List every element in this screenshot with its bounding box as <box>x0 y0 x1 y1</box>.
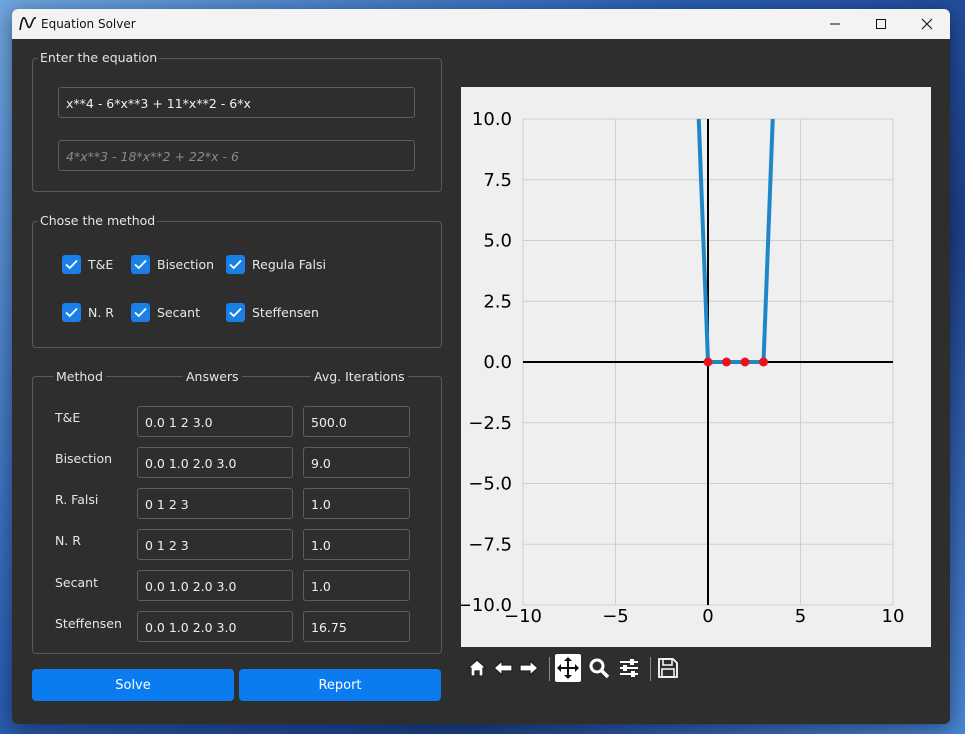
y-tick-label: 5.0 <box>483 231 512 252</box>
x-tick-label: 10 <box>882 606 905 627</box>
y-tick-label: −10.0 <box>461 595 512 616</box>
root-point <box>703 357 713 367</box>
row-label-bisection: Bisection <box>55 451 113 466</box>
checkbox-label: T&E <box>88 257 114 272</box>
results-group: Method Answers Avg. Iterations T&E 0.0 1… <box>32 369 442 654</box>
row-label-te: T&E <box>55 410 81 425</box>
y-tick-label: 0.0 <box>483 352 512 373</box>
pan-icon[interactable] <box>555 654 581 682</box>
checkbox-checked-icon <box>62 303 81 322</box>
answers-field-secant[interactable]: 0.0 1.0 2.0 3.0 <box>137 570 293 601</box>
function-curve <box>696 118 775 364</box>
y-tick-label: −7.5 <box>468 534 512 555</box>
window-title: Equation Solver <box>41 17 136 31</box>
x-tick-label: −5 <box>602 606 629 627</box>
row-label-regula-falsi: R. Falsi <box>55 492 99 507</box>
iterations-field-regula-falsi[interactable]: 1.0 <box>303 488 410 519</box>
equation-group-legend: Enter the equation <box>38 50 160 65</box>
plot-area[interactable]: −10 −5 0 5 10 10.0 7.5 5.0 2.5 0.0 −2.5 −5.0 −7.5 −10… <box>457 87 931 647</box>
derivative-input[interactable]: 4*x**3 - 18*x**2 + 22*x - 6 <box>58 140 415 171</box>
y-tick-label: 7.5 <box>483 170 512 191</box>
iterations-field-nr[interactable]: 1.0 <box>303 529 410 560</box>
x-tick-label: 0 <box>702 606 713 627</box>
iterations-field-te[interactable]: 500.0 <box>303 406 410 437</box>
report-button[interactable]: Report <box>239 669 441 701</box>
iterations-field-steffensen[interactable]: 16.75 <box>303 611 410 642</box>
configure-icon[interactable] <box>616 654 642 682</box>
back-icon[interactable] <box>490 654 516 682</box>
checkbox-label: Regula Falsi <box>252 257 326 272</box>
checkbox-label: Bisection <box>157 257 215 272</box>
iterations-field-secant[interactable]: 1.0 <box>303 570 410 601</box>
x-tick-label: 5 <box>795 606 806 627</box>
answers-field-te[interactable]: 0.0 1 2 3.0 <box>137 406 293 437</box>
checkbox-checked-icon <box>131 255 150 274</box>
app-icon <box>19 16 37 31</box>
method-group-legend: Chose the method <box>38 213 158 228</box>
header-iterations: Avg. Iterations <box>311 369 408 384</box>
checkbox-regula-falsi[interactable]: Regula Falsi <box>226 255 326 274</box>
app-window: Equation Solver Enter the equation x**4 … <box>12 9 950 724</box>
root-point <box>759 357 768 367</box>
equation-group: Enter the equation x**4 - 6*x**3 + 11*x*… <box>32 50 442 192</box>
x-tick-label: −10 <box>504 606 542 627</box>
y-tick-label: 2.5 <box>483 291 512 312</box>
row-label-nr: N. R <box>55 533 81 548</box>
checkbox-checked-icon <box>62 255 81 274</box>
maximize-button[interactable] <box>858 9 904 39</box>
toolbar-separator <box>650 657 651 681</box>
answers-field-regula-falsi[interactable]: 0 1 2 3 <box>137 488 293 519</box>
checkbox-checked-icon <box>226 255 245 274</box>
title-bar: Equation Solver <box>12 9 950 39</box>
answers-field-bisection[interactable]: 0.0 1.0 2.0 3.0 <box>137 447 293 478</box>
checkbox-label: Secant <box>157 305 200 320</box>
checkbox-checked-icon <box>131 303 150 322</box>
home-icon[interactable] <box>464 654 490 682</box>
solve-button[interactable]: Solve <box>32 669 234 701</box>
checkbox-label: N. R <box>88 305 114 320</box>
forward-icon[interactable] <box>516 654 542 682</box>
row-label-steffensen: Steffensen <box>55 616 122 631</box>
checkbox-checked-icon <box>226 303 245 322</box>
equation-input[interactable]: x**4 - 6*x**3 + 11*x**2 - 6*x <box>58 87 415 118</box>
checkbox-secant[interactable]: Secant <box>131 303 200 322</box>
toolbar-separator <box>549 657 550 681</box>
y-tick-label: 10.0 <box>472 109 512 130</box>
y-tick-label: −5.0 <box>468 474 512 495</box>
zoom-icon[interactable] <box>586 654 612 682</box>
save-icon[interactable] <box>655 654 681 682</box>
root-point <box>722 357 731 367</box>
iterations-field-bisection[interactable]: 9.0 <box>303 447 410 478</box>
header-method: Method <box>53 369 106 384</box>
checkbox-te[interactable]: T&E <box>62 255 113 274</box>
y-tick-label: −2.5 <box>468 413 512 434</box>
answers-field-steffensen[interactable]: 0.0 1.0 2.0 3.0 <box>137 611 293 642</box>
checkbox-steffensen[interactable]: Steffensen <box>226 303 319 322</box>
header-answers: Answers <box>183 369 242 384</box>
function-plot: −10 −5 0 5 10 10.0 7.5 5.0 2.5 0.0 −2.5 −5.0 −7.5 −10… <box>457 109 905 627</box>
checkbox-label: Steffensen <box>252 305 319 320</box>
row-label-secant: Secant <box>55 575 98 590</box>
checkbox-bisection[interactable]: Bisection <box>131 255 214 274</box>
checkbox-nr[interactable]: N. R <box>62 303 114 322</box>
answers-field-nr[interactable]: 0 1 2 3 <box>137 529 293 560</box>
close-button[interactable] <box>904 9 950 39</box>
minimize-button[interactable] <box>812 9 858 39</box>
method-group: Chose the method T&E Bisection Regula Fa… <box>32 213 442 348</box>
root-point <box>740 357 750 367</box>
